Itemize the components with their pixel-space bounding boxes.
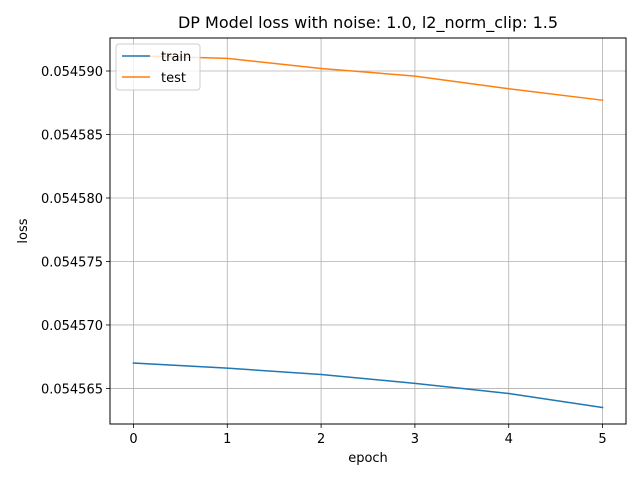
y-tick-label: 0.054575 bbox=[41, 255, 103, 270]
x-tick-label: 3 bbox=[411, 432, 419, 447]
y-tick-label: 0.054570 bbox=[41, 319, 103, 334]
legend: train test bbox=[115, 43, 201, 91]
legend-label-train: train bbox=[161, 50, 191, 65]
series-line-test bbox=[132, 55, 604, 102]
legend-label-test: test bbox=[161, 71, 186, 86]
y-tick-label: 0.054590 bbox=[41, 65, 103, 80]
plot-frame bbox=[109, 37, 627, 425]
y-tick-label: 0.054585 bbox=[41, 129, 103, 144]
series-lines bbox=[132, 55, 604, 409]
y-tick-label: 0.054580 bbox=[41, 192, 103, 207]
x-tick-label: 5 bbox=[598, 432, 606, 447]
x-tick-label: 0 bbox=[129, 432, 137, 447]
x-tick-label: 4 bbox=[505, 432, 513, 447]
series-line-train bbox=[132, 362, 604, 409]
x-axis-label: epoch bbox=[348, 451, 388, 466]
x-tick-label: 2 bbox=[317, 432, 325, 447]
x-tick-label: 1 bbox=[223, 432, 231, 447]
y-axis-label: loss bbox=[16, 218, 31, 243]
chart-title: DP Model loss with noise: 1.0, l2_norm_c… bbox=[178, 13, 558, 33]
y-tick-label: 0.054565 bbox=[41, 382, 103, 397]
y-axis-ticks: 0.054565 0.054570 0.054575 0.054580 0.054585… bbox=[41, 65, 110, 397]
x-axis-ticks: 0 1 2 3 4 5 bbox=[129, 424, 607, 447]
